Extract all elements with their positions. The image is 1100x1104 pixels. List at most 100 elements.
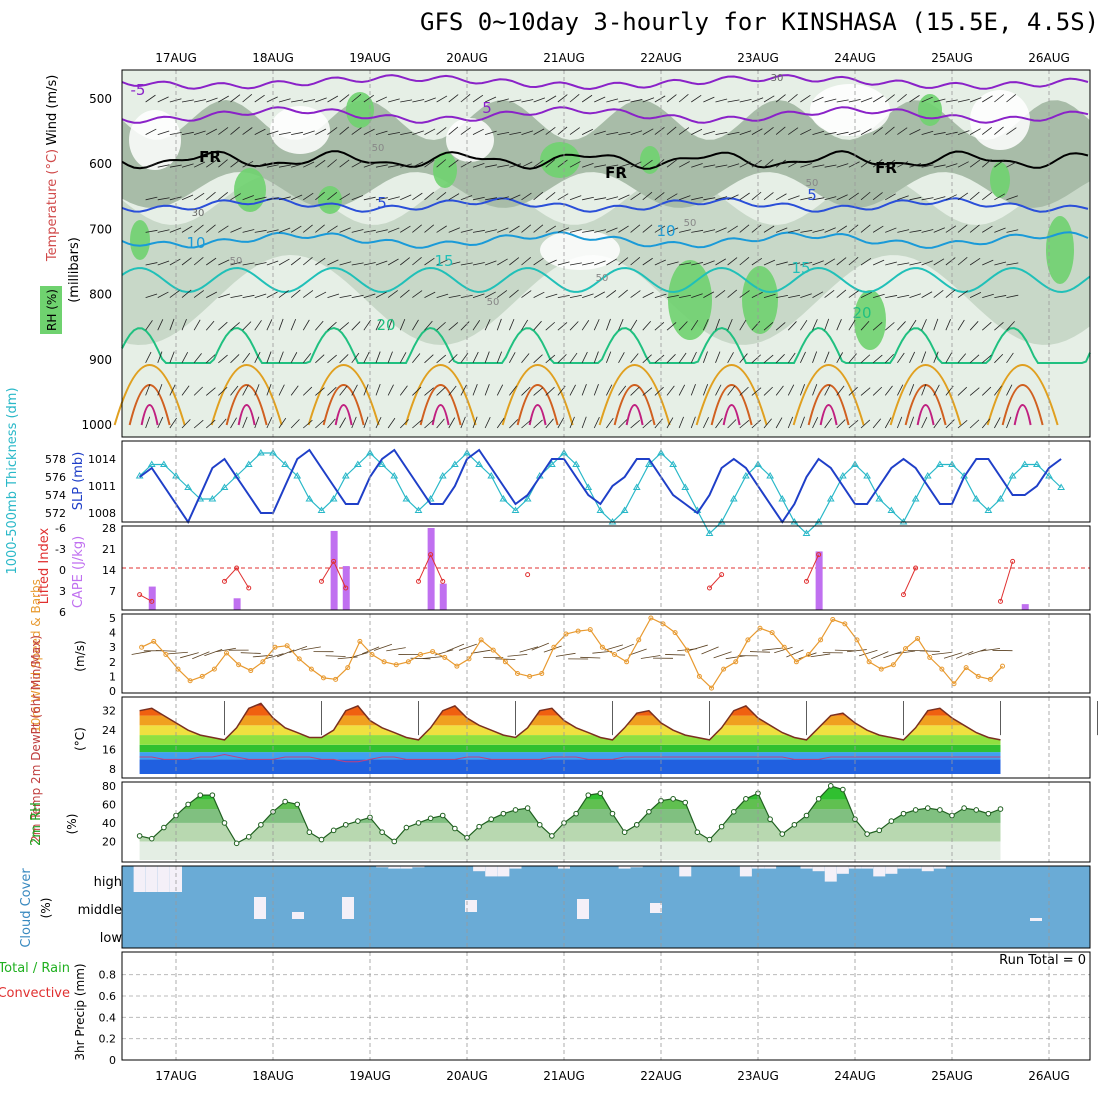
temp-band xyxy=(122,752,1090,759)
date-label-top: 22AUG xyxy=(640,51,682,65)
temp-band xyxy=(122,759,1090,774)
contour-label: 15 xyxy=(791,259,810,277)
rh-point xyxy=(537,822,542,827)
chart-title: GFS 0~10day 3-hourly for KINSHASA (15.5E… xyxy=(420,8,1099,36)
rh-point xyxy=(489,817,494,822)
slp-right-tick: 1008 xyxy=(88,507,116,520)
rh-point xyxy=(877,828,882,833)
cloud-middle-bar xyxy=(254,897,266,919)
ylabel-thickness: 1000-500mb Thickness (dm) xyxy=(5,387,20,574)
rh-point xyxy=(198,793,203,798)
rh-point xyxy=(744,797,749,802)
rh-point xyxy=(477,824,482,829)
rh-green-blob xyxy=(540,142,580,178)
rh-point xyxy=(719,824,724,829)
precip-tick: 0.8 xyxy=(99,969,117,982)
contour-label: 5 xyxy=(377,194,387,212)
rh-point xyxy=(356,819,361,824)
date-label-bottom: 26AUG xyxy=(1028,1069,1070,1083)
rh-green-blob xyxy=(1046,216,1074,284)
date-label-bottom: 17AUG xyxy=(155,1069,197,1083)
rh-point xyxy=(938,808,943,813)
rh-point xyxy=(149,836,154,841)
cape-bar xyxy=(440,584,447,610)
pressure-tick-label: 600 xyxy=(89,157,112,171)
contour-label: 50 xyxy=(806,178,819,189)
rh-green-blob xyxy=(234,168,266,212)
cloud-high-bar xyxy=(740,866,752,876)
cape-bar xyxy=(331,531,338,610)
rh-point xyxy=(283,799,288,804)
rh-tick: 20 xyxy=(102,835,116,848)
contour-label: 50 xyxy=(684,218,697,229)
precip-tick: 0.2 xyxy=(99,1033,117,1046)
cloud-high-bar xyxy=(885,866,897,874)
rh-point xyxy=(186,802,191,807)
pressure-tick-label: 500 xyxy=(89,92,112,106)
rh-point xyxy=(246,835,251,840)
ylabel-rh: RH (%) xyxy=(45,289,59,331)
cloud-level-label: low xyxy=(100,931,123,946)
rh-green-blob xyxy=(918,94,942,126)
contour-label: FR xyxy=(199,148,221,166)
rh-point xyxy=(974,808,979,813)
date-label-top: 17AUG xyxy=(155,51,197,65)
cloud-high-bar xyxy=(825,866,837,882)
date-label-bottom: 20AUG xyxy=(446,1069,488,1083)
cloud-middle-bar xyxy=(1030,918,1042,921)
wind-tick: 5 xyxy=(109,612,116,625)
slp-left-tick: 574 xyxy=(45,489,66,502)
rh-point xyxy=(586,793,591,798)
contour-label: 10 xyxy=(186,234,205,252)
rh-tick: 60 xyxy=(102,798,116,811)
cloud-cover-fill xyxy=(122,866,1090,948)
cloud-middle-bar xyxy=(577,899,589,919)
rh-point xyxy=(392,839,397,844)
rh-point xyxy=(222,821,227,826)
wind-barb-10m xyxy=(920,651,940,652)
rh-point xyxy=(768,817,773,822)
rh-point xyxy=(440,813,445,818)
rh-point xyxy=(428,816,433,821)
rh-point xyxy=(792,822,797,827)
rh-point xyxy=(962,806,967,811)
rh-point xyxy=(525,806,530,811)
contour-label: -5 xyxy=(131,81,146,99)
cape-tick: 21 xyxy=(102,543,116,556)
rh-tick: 80 xyxy=(102,780,116,793)
date-label-top: 21AUG xyxy=(543,51,585,65)
cloud-units: (%) xyxy=(39,898,53,919)
rh-dry-patch xyxy=(810,84,890,136)
rh-point xyxy=(234,841,239,846)
ylabel-precip: 3hr Precip (mm) xyxy=(73,963,87,1060)
precip-tick: 0 xyxy=(109,1054,116,1067)
li-tick: -6 xyxy=(55,522,66,535)
rh-point xyxy=(913,808,918,813)
rh-tick: 40 xyxy=(102,817,116,830)
cloud-high-bar xyxy=(873,866,885,876)
rh-point xyxy=(416,821,421,826)
rh-point xyxy=(501,811,506,816)
ylabel-temperature: Temperature (°C) xyxy=(45,149,60,262)
pressure-tick-label: 800 xyxy=(89,288,112,302)
rh-point xyxy=(380,830,385,835)
date-label-bottom: 23AUG xyxy=(737,1069,779,1083)
rh-point xyxy=(210,793,215,798)
rh-point xyxy=(647,810,652,815)
date-label-bottom: 22AUG xyxy=(640,1069,682,1083)
pressure-tick-label: 700 xyxy=(89,222,112,236)
rh-point xyxy=(731,810,736,815)
rh-units: (%) xyxy=(65,814,79,835)
contour-label: 15 xyxy=(434,252,453,270)
rh-point xyxy=(998,807,1003,812)
rh-point xyxy=(901,811,906,816)
rh-point xyxy=(598,791,603,796)
cape-bar xyxy=(428,528,435,610)
rh-point xyxy=(319,837,324,842)
rh-point xyxy=(780,832,785,837)
pressure-tick-label: 900 xyxy=(89,353,112,367)
slp-left-tick: 578 xyxy=(45,453,66,466)
contour-label: 30 xyxy=(192,208,205,219)
rh-dry-patch xyxy=(446,118,494,162)
slp-right-tick: 1011 xyxy=(88,480,116,493)
